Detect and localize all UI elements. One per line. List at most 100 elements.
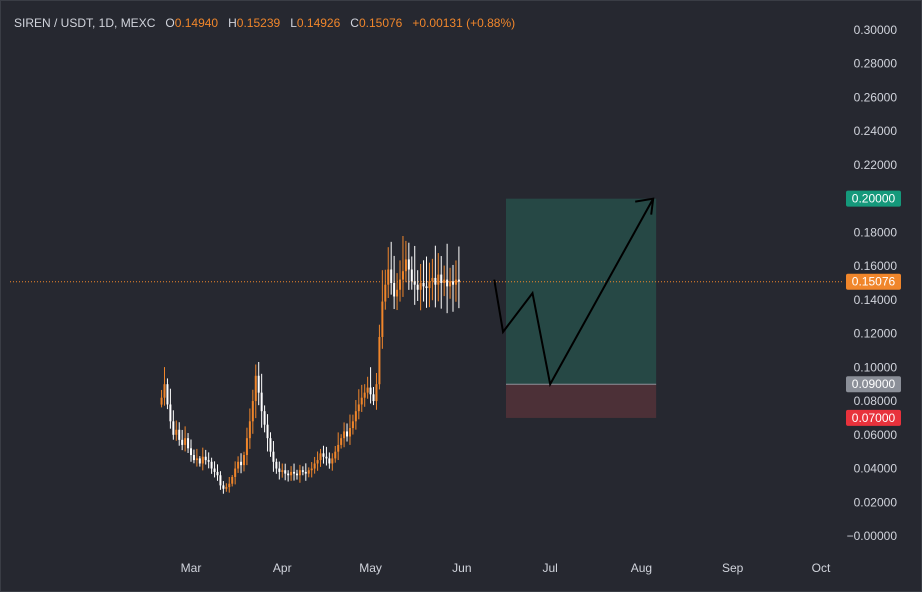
candle-body — [290, 471, 293, 476]
candle-body — [178, 429, 181, 440]
candle-body — [172, 421, 175, 435]
candle-body — [375, 384, 378, 402]
candle-body — [390, 269, 393, 283]
open-value: 0.14940 — [174, 16, 219, 30]
time-tick: Apr — [273, 561, 292, 575]
entry-badge-label: 0.09000 — [852, 377, 896, 391]
candle-body — [225, 487, 228, 489]
candle-body — [275, 461, 278, 469]
candle-body — [340, 438, 343, 445]
candle-body — [416, 284, 419, 290]
candle-body — [319, 453, 322, 461]
open-label: O — [165, 16, 175, 30]
stop-loss-zone — [506, 384, 657, 418]
candle-body — [452, 281, 455, 285]
candle-body — [187, 438, 190, 449]
candle-body — [181, 439, 184, 445]
candle-body — [331, 458, 334, 464]
price-tick: 0.18000 — [854, 225, 898, 239]
candle-body — [454, 279, 457, 285]
candle-body — [257, 375, 260, 393]
candle-body — [216, 471, 219, 476]
stop-badge — [846, 409, 901, 426]
entry-badge — [846, 376, 901, 393]
projection-arrow — [493, 197, 655, 388]
price-tick: 0.26000 — [854, 90, 898, 104]
price-badges: 0.20000 0.15076 0.09000 0.07000 — [846, 190, 901, 426]
candle-body — [287, 473, 290, 476]
candle-body — [245, 438, 248, 456]
stop-badge-label: 0.07000 — [852, 411, 896, 425]
price-tick: −0.00000 — [847, 529, 898, 543]
change-value: +0.00131 (+0.88%) — [412, 16, 516, 30]
candle-body — [175, 429, 178, 435]
price-tick: 0.24000 — [854, 124, 898, 138]
candle-body — [372, 394, 375, 402]
candle-body — [213, 468, 216, 472]
candle-body — [192, 455, 195, 461]
price-tick: 0.02000 — [854, 495, 898, 509]
candle-body — [401, 271, 404, 280]
symbol-header: SIREN / USDT, 1D, MEXC O0.14940 H0.15239… — [14, 16, 515, 30]
candle-body — [228, 483, 231, 488]
candle-body — [284, 470, 287, 474]
price-tick: 0.04000 — [854, 462, 898, 476]
time-tick: Oct — [812, 561, 831, 575]
candle-body — [195, 458, 198, 461]
position-zones — [506, 198, 657, 418]
projection-path — [493, 198, 655, 388]
candle-body — [413, 281, 416, 285]
time-tick: Sep — [722, 561, 744, 575]
candle-body — [404, 259, 407, 272]
time-tick: Mar — [181, 561, 202, 575]
price-tick: 0.28000 — [854, 57, 898, 71]
candle-body — [254, 375, 257, 402]
time-tick: Aug — [631, 561, 652, 575]
candle-body — [410, 269, 413, 282]
candle-body — [207, 460, 210, 462]
candle-body — [169, 404, 172, 422]
close-label: C — [350, 16, 359, 30]
candle-body — [419, 283, 422, 290]
candle-body — [184, 438, 187, 445]
candle-body — [360, 397, 363, 405]
candle-body — [325, 456, 328, 459]
candle-body — [443, 279, 446, 283]
candle-body — [337, 444, 340, 452]
candle-body — [198, 458, 201, 464]
candle-body — [351, 421, 354, 429]
candle-body — [307, 470, 310, 474]
candle-body — [263, 411, 266, 425]
candle-body — [237, 461, 240, 469]
candle-body — [384, 284, 387, 302]
candle-body — [399, 279, 402, 290]
candle-body — [304, 471, 307, 474]
last-price-badge-label: 0.15076 — [852, 275, 896, 289]
candle-body — [328, 458, 331, 464]
candle-body — [440, 274, 443, 283]
candle-body — [166, 384, 169, 405]
candle-body — [425, 286, 428, 289]
candle-body — [334, 451, 337, 459]
high-label: H — [228, 16, 237, 30]
target-badge-label: 0.20000 — [852, 192, 896, 206]
price-tick: 0.10000 — [854, 360, 898, 374]
candle-body — [313, 463, 316, 469]
candle-body — [348, 428, 351, 437]
candle-body — [387, 269, 390, 285]
time-tick: May — [359, 561, 382, 575]
candle-body — [457, 279, 460, 282]
price-tick: 0.16000 — [854, 259, 898, 273]
candle-body — [343, 431, 346, 439]
candle-body — [266, 424, 269, 439]
target-badge — [846, 190, 901, 207]
low-value: 0.14926 — [296, 16, 341, 30]
candle-body — [204, 456, 207, 461]
candle-body — [322, 453, 325, 457]
price-tick: 0.12000 — [854, 327, 898, 341]
price-tick: 0.30000 — [854, 23, 898, 37]
last-price-badge — [846, 273, 901, 290]
candle-body — [422, 283, 425, 287]
